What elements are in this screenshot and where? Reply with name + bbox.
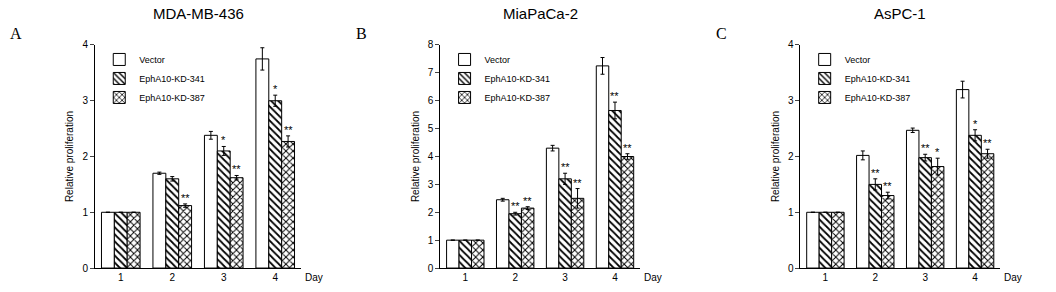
svg-text:**: **	[232, 163, 241, 175]
svg-text:0: 0	[82, 263, 88, 274]
svg-text:Vector: Vector	[845, 55, 871, 65]
svg-text:Relative proliferation: Relative proliferation	[770, 111, 781, 202]
svg-text:**: **	[523, 195, 532, 207]
svg-text:2: 2	[512, 272, 518, 283]
svg-text:4: 4	[788, 39, 794, 50]
svg-text:**: **	[921, 142, 930, 154]
svg-text:**: **	[983, 137, 992, 149]
svg-text:7: 7	[428, 67, 434, 78]
svg-text:2: 2	[788, 151, 794, 162]
svg-text:*: *	[221, 134, 226, 146]
svg-text:MiaPaCa-2: MiaPaCa-2	[503, 5, 578, 22]
svg-text:1: 1	[788, 207, 794, 218]
svg-text:**: **	[511, 200, 520, 212]
svg-text:0: 0	[788, 263, 794, 274]
svg-text:1: 1	[82, 207, 88, 218]
svg-text:3: 3	[922, 272, 928, 283]
svg-text:A: A	[10, 25, 22, 42]
svg-text:*: *	[973, 118, 978, 130]
svg-text:3: 3	[788, 95, 794, 106]
svg-text:3: 3	[82, 95, 88, 106]
svg-text:1: 1	[118, 272, 124, 283]
svg-text:3: 3	[221, 272, 227, 283]
svg-text:**: **	[623, 142, 632, 154]
svg-text:**: **	[573, 177, 582, 189]
svg-text:EphA10-KD-341: EphA10-KD-341	[139, 74, 205, 84]
svg-text:EphA10-KD-387: EphA10-KD-387	[139, 93, 205, 103]
svg-text:**: **	[284, 124, 293, 136]
svg-text:3: 3	[428, 179, 434, 190]
svg-text:*: *	[935, 146, 940, 158]
svg-text:**: **	[610, 90, 619, 102]
svg-text:4: 4	[82, 39, 88, 50]
svg-text:**: **	[871, 167, 880, 179]
svg-text:2: 2	[873, 272, 879, 283]
svg-text:Vector: Vector	[485, 55, 511, 65]
svg-text:6: 6	[428, 95, 434, 106]
svg-text:EphA10-KD-341: EphA10-KD-341	[485, 74, 551, 84]
svg-text:C: C	[716, 25, 727, 42]
svg-text:*: *	[273, 83, 278, 95]
svg-text:Day: Day	[644, 272, 662, 283]
svg-text:2: 2	[169, 272, 175, 283]
svg-text:Relative proliferation: Relative proliferation	[410, 111, 421, 202]
svg-text:EphA10-KD-387: EphA10-KD-387	[485, 93, 551, 103]
svg-text:EphA10-KD-341: EphA10-KD-341	[845, 74, 911, 84]
svg-text:**: **	[561, 161, 570, 173]
svg-text:1: 1	[428, 235, 434, 246]
svg-text:**: **	[883, 180, 892, 192]
svg-text:1: 1	[823, 272, 829, 283]
svg-text:**: **	[181, 192, 190, 204]
svg-text:AsPC-1: AsPC-1	[874, 5, 926, 22]
svg-text:1: 1	[463, 272, 469, 283]
svg-text:Day: Day	[1004, 272, 1022, 283]
svg-text:Vector: Vector	[139, 55, 165, 65]
svg-text:8: 8	[428, 39, 434, 50]
svg-text:2: 2	[82, 151, 88, 162]
svg-text:B: B	[356, 25, 367, 42]
svg-text:MDA-MB-436: MDA-MB-436	[153, 5, 244, 22]
svg-text:4: 4	[612, 272, 618, 283]
svg-text:2: 2	[428, 207, 434, 218]
svg-text:4: 4	[972, 272, 978, 283]
svg-text:5: 5	[428, 123, 434, 134]
svg-text:3: 3	[562, 272, 568, 283]
svg-text:Day: Day	[305, 272, 323, 283]
svg-text:0: 0	[428, 263, 434, 274]
svg-text:4: 4	[428, 151, 434, 162]
svg-text:4: 4	[272, 272, 278, 283]
svg-text:EphA10-KD-387: EphA10-KD-387	[845, 93, 911, 103]
svg-text:Relative proliferation: Relative proliferation	[64, 111, 75, 202]
